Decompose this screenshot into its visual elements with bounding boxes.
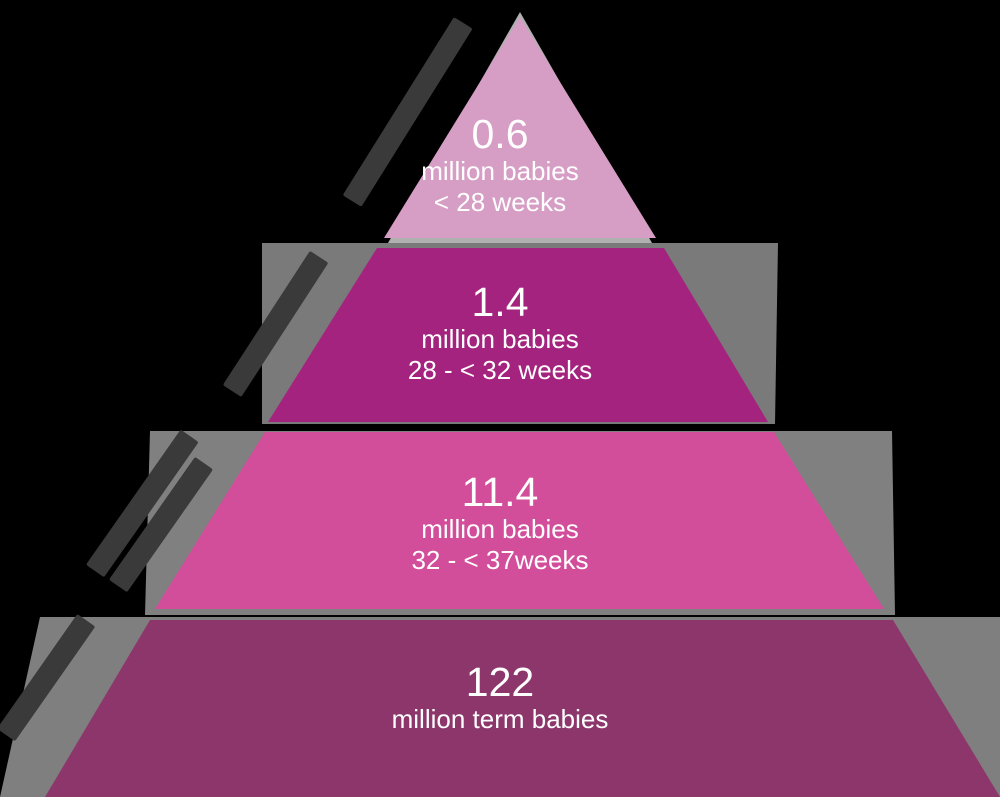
tier-2-text: 1.4 million babies 28 - < 32 weeks <box>0 280 1000 386</box>
tier-2-line2: 28 - < 32 weeks <box>407 355 593 385</box>
tier-3-line1: million babies <box>421 514 579 544</box>
tier-1-value: 0.6 <box>471 111 529 157</box>
tier-3-line2: 32 - < 37weeks <box>411 545 589 575</box>
tier-4-value: 122 <box>465 659 535 705</box>
tier-1-text: 0.6 million babies < 28 weeks <box>0 112 1000 218</box>
tier-3-text: 11.4 million babies 32 - < 37weeks <box>0 470 1000 576</box>
tier-2-value: 1.4 <box>471 279 529 325</box>
tier-4-line1: million term babies <box>391 704 609 734</box>
tier-1-shape <box>384 17 656 238</box>
tier-1-line1: million babies <box>421 156 579 186</box>
tier-2-line1: million babies <box>421 324 579 354</box>
tier-2-shape <box>268 248 768 422</box>
tier-4-shape <box>45 620 1000 797</box>
tier-1-line2: < 28 weeks <box>433 187 567 217</box>
tier-3-shape <box>155 432 884 609</box>
tier-3-value: 11.4 <box>461 469 539 515</box>
tier-4-text: 122 million term babies <box>0 660 1000 735</box>
